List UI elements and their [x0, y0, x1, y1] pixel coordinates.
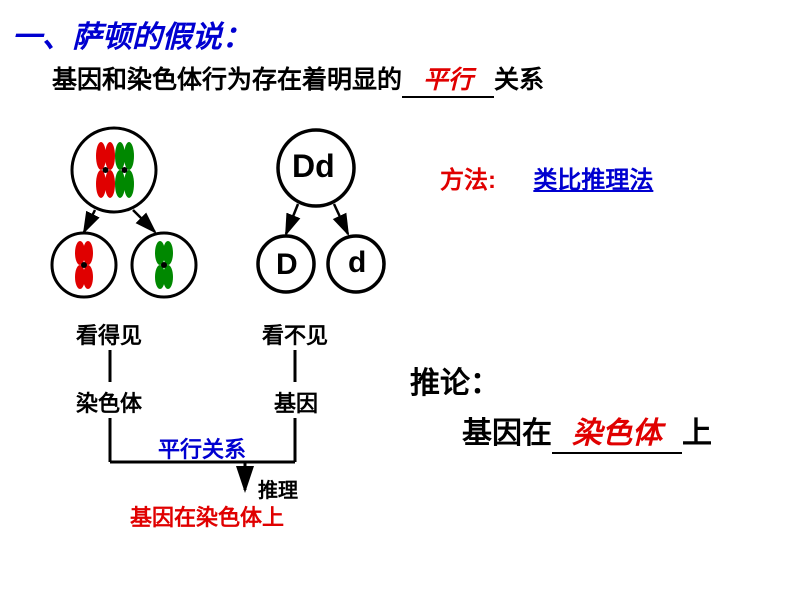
gene-Dd-label: Dd	[292, 148, 335, 185]
statement-post: 关系	[494, 66, 544, 94]
method-link[interactable]: 类比推理法	[533, 167, 653, 194]
inference-head: 推论：	[410, 358, 500, 402]
section-title: 一、萨顿的假说：	[12, 12, 252, 56]
inference-line: 基因在染色体上	[462, 408, 712, 454]
visible-label: 看得见	[76, 318, 142, 350]
method-row: 方法: 类比推理法	[440, 160, 653, 195]
gene-d-label: d	[348, 246, 366, 280]
relation-text: 平行关系	[158, 432, 246, 464]
statement-blank: 平行	[402, 60, 494, 98]
gene-label: 基因	[274, 386, 318, 418]
inference-pre: 基因在	[462, 417, 552, 450]
statement-line: 基因和染色体行为存在着明显的平行关系	[52, 60, 544, 98]
method-label: 方法:	[440, 167, 496, 194]
statement-pre: 基因和染色体行为存在着明显的	[52, 66, 402, 94]
chromosome-parent-cell	[72, 128, 156, 212]
chromosome-label: 染色体	[76, 386, 142, 418]
green-chromosome-pair	[115, 142, 134, 198]
infer-label: 推理	[258, 474, 298, 503]
inference-post: 上	[682, 417, 712, 450]
gene-D-label: D	[276, 248, 298, 282]
red-chromosome-pair	[96, 142, 115, 198]
invisible-label: 看不见	[262, 318, 328, 350]
inference-blank: 染色体	[552, 408, 682, 454]
conclusion-text: 基因在染色体上	[130, 500, 284, 532]
